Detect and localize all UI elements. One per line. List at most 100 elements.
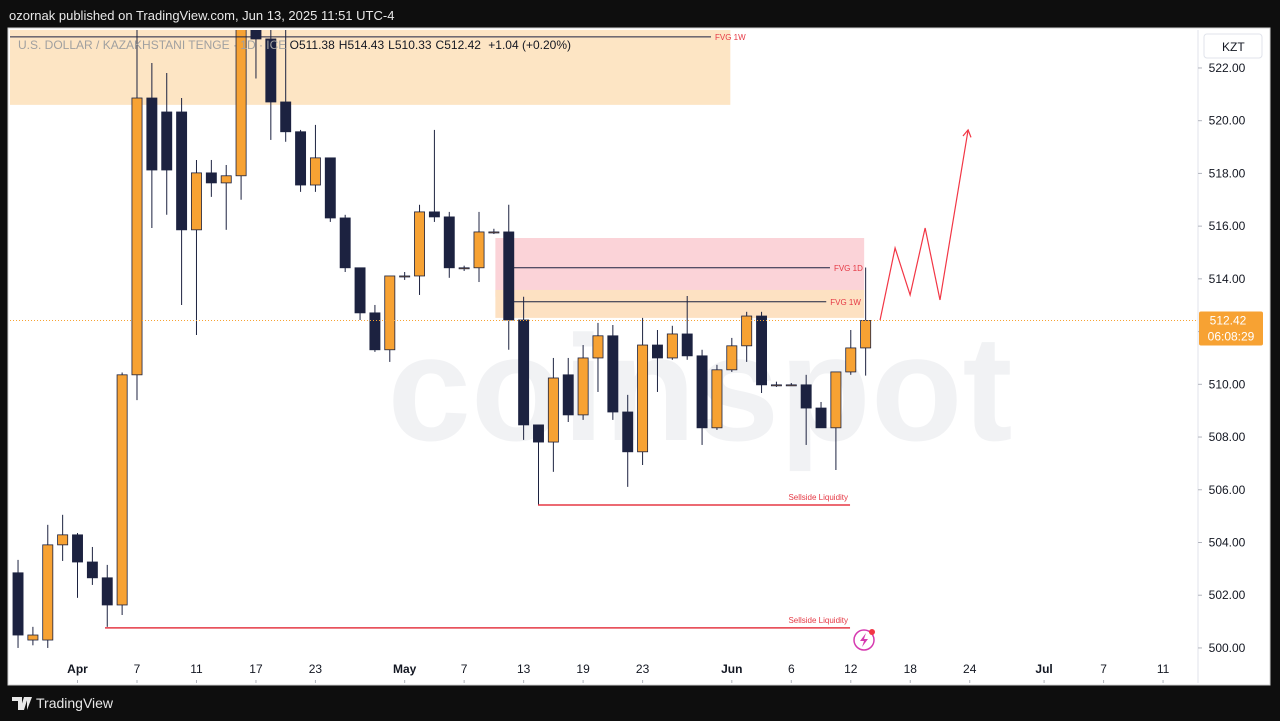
candle-body (27, 634, 39, 641)
candle-body (726, 345, 738, 371)
candle-body (622, 411, 634, 453)
countdown: 06:08:29 (1208, 330, 1255, 344)
x-tick-label: 23 (309, 662, 323, 676)
candle-body (503, 231, 515, 321)
candle-body (72, 534, 83, 563)
candle-body (324, 157, 336, 219)
x-tick-label: 11 (1157, 662, 1170, 676)
candle-body (220, 175, 232, 184)
candle-body (309, 157, 321, 186)
x-tick-label: 18 (904, 662, 918, 676)
ohlc-value: 514.43 (347, 38, 385, 52)
candle-body (265, 38, 277, 103)
candle-body (146, 97, 158, 171)
x-tick-label: 7 (461, 662, 468, 676)
x-tick-label: 7 (1100, 662, 1107, 676)
candle-body (830, 371, 842, 429)
candle-body (101, 577, 113, 606)
candle-body (42, 544, 54, 641)
brand-logo (12, 697, 32, 710)
candle-body (637, 344, 649, 453)
ohlc-key: C (435, 38, 445, 52)
candle-body (161, 111, 173, 171)
candle-body (800, 384, 812, 409)
y-tick-label: 518.00 (1209, 166, 1246, 180)
x-tick-label: 19 (576, 662, 590, 676)
candle-body (205, 172, 217, 184)
candle-body (280, 101, 292, 133)
x-tick-label: Apr (67, 662, 88, 676)
candle-body (488, 231, 500, 234)
candle-body (57, 534, 69, 546)
candle-body (86, 561, 98, 579)
candle-body (770, 384, 782, 387)
candle-body (443, 216, 455, 269)
candle-body (533, 424, 544, 443)
currency-box (1203, 33, 1263, 59)
y-tick-label: 500.00 (1209, 641, 1246, 655)
x-tick-label: 12 (844, 662, 858, 676)
candle-body (116, 374, 128, 606)
x-tick-label: 11 (190, 662, 203, 676)
y-tick-label: 504.00 (1209, 535, 1246, 549)
x-tick-label: 24 (963, 662, 977, 676)
projection-line (879, 129, 969, 321)
symbol: U.S. DOLLAR / KAZAKHSTANI TENGE · 1D · I… (18, 38, 287, 52)
x-tick-label: 17 (249, 662, 263, 676)
candle-body (652, 344, 663, 359)
candle-body (860, 320, 872, 349)
candle-body (785, 384, 797, 387)
last-price-tag (1199, 311, 1263, 346)
ohlc-value: 512.42 (444, 38, 481, 52)
candle-body (815, 407, 827, 429)
level-label: Sellside Liquidity (788, 493, 848, 502)
candle-body (711, 369, 723, 429)
y-tick-label: 514.00 (1209, 272, 1246, 286)
candle-body (354, 267, 366, 314)
footer-bar: TradingView (0, 686, 1280, 721)
candle-body (250, 30, 262, 40)
candle-body (845, 347, 857, 373)
zone (10, 30, 731, 105)
publisher-bar: ozornak published on TradingView.com, Ju… (0, 0, 1280, 32)
candle-body (577, 357, 589, 416)
candle-body (428, 211, 440, 218)
last-price-label: 512.42 (1210, 314, 1247, 328)
candle-body (339, 217, 351, 269)
candle-body (741, 315, 753, 347)
candle-body (607, 335, 619, 413)
candle-body (681, 333, 693, 357)
brand-name: TradingView (36, 695, 114, 711)
x-tick-label: Jun (721, 662, 742, 676)
projection-arrowhead (962, 128, 972, 138)
y-tick-label: 522.00 (1209, 61, 1246, 75)
axes: 500.00 502.00 504.00 506.00 508.00 510.00 512.… (67, 33, 1263, 683)
candle-body (369, 312, 381, 351)
candle-body (235, 30, 247, 177)
candle-body (562, 374, 574, 416)
level-label: FVG 1W (715, 33, 746, 42)
x-tick-label: 23 (636, 662, 650, 676)
candle-body (756, 315, 768, 386)
y-tick-label: 502.00 (1209, 588, 1246, 602)
ohlc-value: 511.38 (298, 38, 335, 52)
x-tick-label: Jul (1035, 662, 1052, 676)
ohlc-values: O511.38 H514.43 L510.33 C512.42 (290, 38, 485, 52)
candle-body (384, 275, 396, 351)
x-tick-label: 13 (517, 662, 531, 676)
x-tick-label: 6 (788, 662, 795, 676)
candle-body (547, 377, 559, 443)
y-tick-label: 520.00 (1209, 114, 1246, 128)
ohlc-value: 510.33 (394, 38, 432, 52)
zone (495, 289, 865, 318)
candle-body (666, 333, 678, 359)
candle-body (518, 319, 530, 426)
candle-body (191, 172, 202, 231)
candle-body (399, 275, 411, 278)
level-label: FVG 1W (830, 298, 861, 307)
candle-body (295, 131, 307, 186)
candle-body (176, 111, 188, 231)
y-tick-label: 510.00 (1209, 377, 1246, 391)
